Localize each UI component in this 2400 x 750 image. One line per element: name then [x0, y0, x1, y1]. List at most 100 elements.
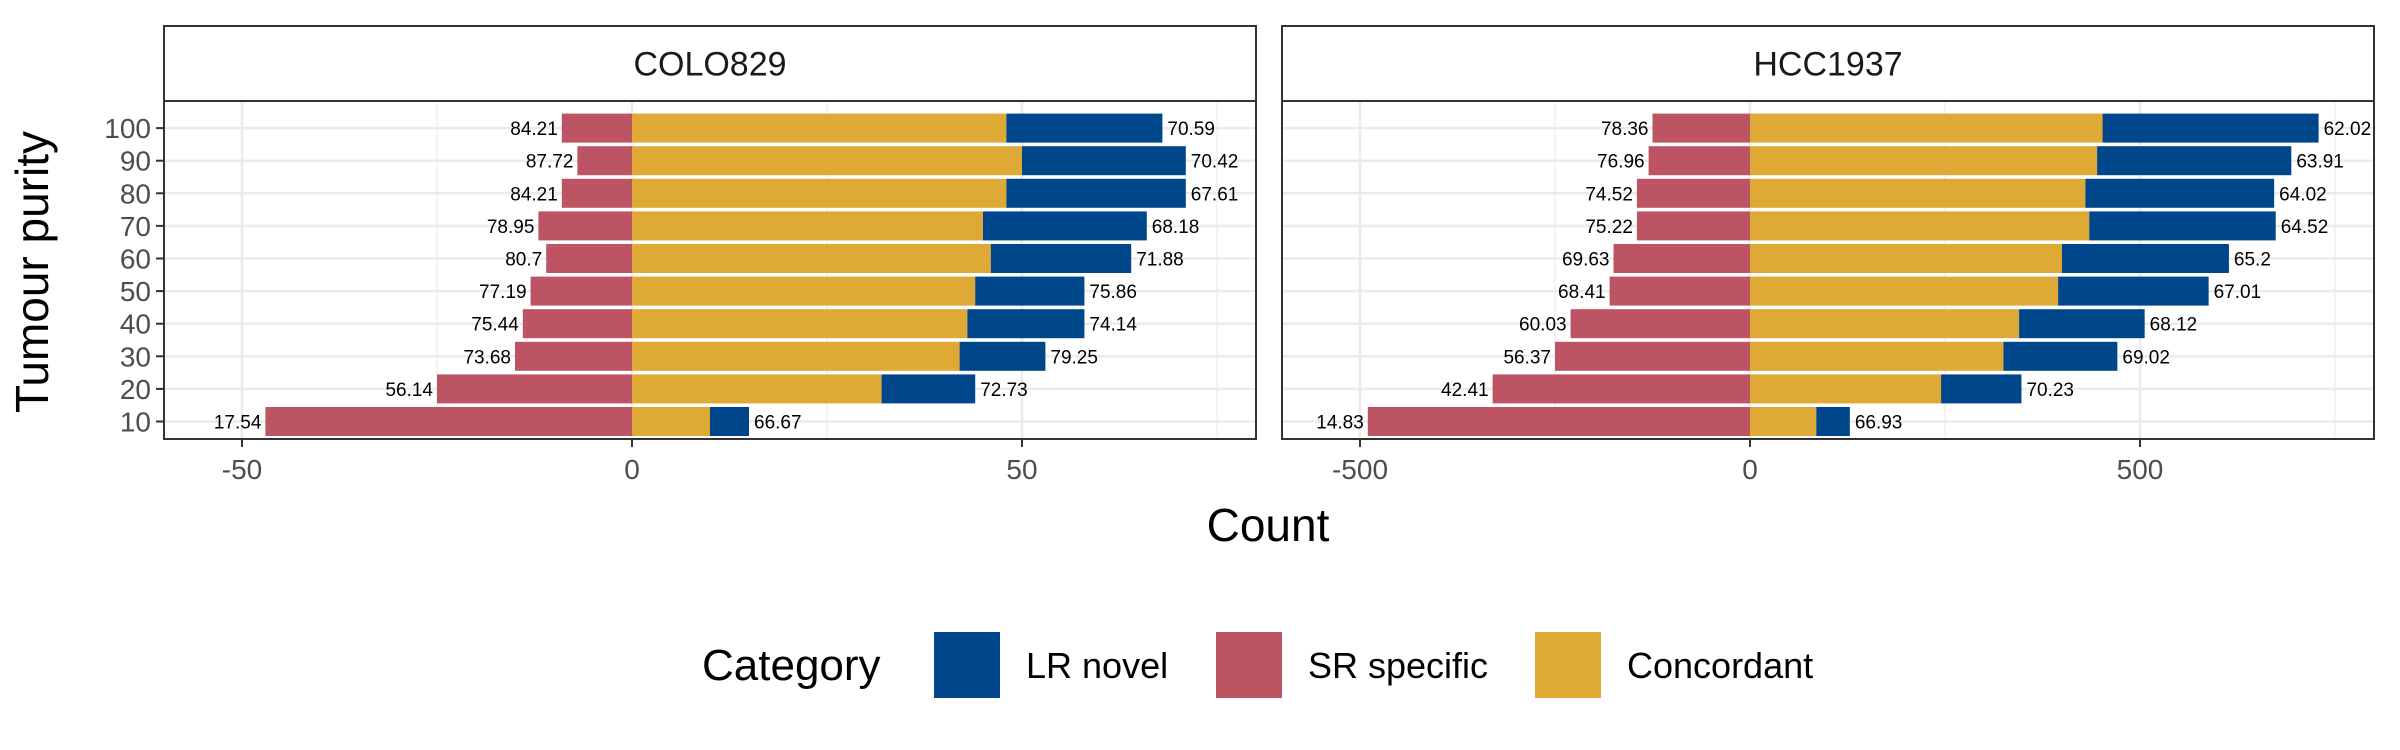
- x-tick-label: 0: [624, 454, 640, 485]
- data-label-right: 75.86: [1089, 282, 1137, 303]
- data-label-right: 66.67: [754, 413, 802, 434]
- y-tick-label: 30: [120, 341, 151, 372]
- y-tick-label: 100: [104, 113, 151, 144]
- bar-sr-specific: [538, 211, 632, 241]
- data-label-left: 56.14: [385, 380, 433, 401]
- bar-sr-specific: [1613, 244, 1750, 273]
- bar-sr-specific: [1555, 341, 1750, 371]
- legend-label: LR novel: [1026, 645, 1168, 686]
- bar-lr-novel: [2003, 341, 2118, 371]
- bar-sr-specific: [437, 374, 632, 404]
- y-tick-label: 80: [120, 178, 151, 209]
- data-label-left: 17.54: [214, 413, 262, 434]
- bar-concordant: [1750, 374, 1942, 404]
- bar-concordant: [632, 113, 1007, 143]
- bar-lr-novel: [967, 309, 1085, 339]
- bar-lr-novel: [959, 341, 1046, 371]
- strip: [1281, 25, 2375, 102]
- data-label-right: 70.59: [1167, 119, 1215, 140]
- data-label-left: 77.19: [479, 282, 527, 303]
- data-label-right: 67.01: [2214, 282, 2262, 303]
- x-tick-label: 50: [1006, 454, 1037, 485]
- y-tick-label: 50: [120, 276, 151, 307]
- bar-sr-specific: [1609, 276, 1750, 306]
- bar-concordant: [1750, 309, 2020, 339]
- data-label-left: 14.83: [1316, 413, 1364, 434]
- data-label-left: 80.7: [505, 250, 542, 271]
- y-tick-label: 10: [120, 407, 151, 438]
- bar-concordant: [632, 178, 1007, 208]
- bar-sr-specific: [577, 146, 632, 176]
- bar-concordant: [1750, 341, 2004, 371]
- data-label-right: 68.18: [1152, 217, 1200, 238]
- bar-lr-novel: [1006, 113, 1163, 143]
- bar-lr-novel: [1816, 407, 1850, 436]
- bar-sr-specific: [1570, 309, 1750, 339]
- bar-concordant: [632, 146, 1022, 176]
- bar-sr-specific: [1636, 211, 1750, 241]
- bar-lr-novel: [983, 211, 1147, 241]
- bar-lr-novel: [2097, 146, 2292, 176]
- data-label-left: 78.95: [487, 217, 535, 238]
- bar-concordant: [632, 374, 882, 404]
- data-label-right: 74.14: [1089, 315, 1137, 336]
- bar-lr-novel: [990, 244, 1132, 273]
- panel-colo829: 17.54 66.67 56.14 72.73 73.68 79.25 75.44 74.14…: [104, 25, 1257, 485]
- bar-concordant: [632, 407, 710, 436]
- data-label-left: 78.36: [1601, 119, 1649, 140]
- bar-lr-novel: [2019, 309, 2145, 339]
- panel-hcc1937: 14.83 66.93 42.41 70.23 56.37 69.02 60.03 68.12…: [1281, 25, 2375, 485]
- y-tick-label: 40: [120, 309, 151, 340]
- bar-concordant: [1750, 211, 2090, 241]
- data-label-right: 70.42: [1191, 152, 1239, 173]
- bar-sr-specific: [1648, 146, 1750, 176]
- y-tick-label: 70: [120, 211, 151, 242]
- bar-concordant: [1750, 113, 2103, 143]
- bar-concordant: [1750, 146, 2098, 176]
- strip: [163, 25, 1257, 102]
- data-label-right: 70.23: [2026, 380, 2074, 401]
- bar-concordant: [1750, 407, 1817, 436]
- bar-concordant: [1750, 276, 2059, 306]
- data-label-right: 68.12: [2150, 315, 2198, 336]
- x-axis-title: Count: [1207, 499, 1330, 551]
- y-tick-label: 60: [120, 244, 151, 275]
- bar-lr-novel: [2085, 178, 2275, 208]
- data-label-left: 68.41: [1558, 282, 1606, 303]
- panels: 17.54 66.67 56.14 72.73 73.68 79.25 75.44 74.14…: [104, 25, 2375, 485]
- legend-key: [934, 632, 1000, 698]
- legend-key: [1535, 632, 1601, 698]
- data-label-left: 60.03: [1519, 315, 1567, 336]
- data-label-left: 75.44: [471, 315, 519, 336]
- bar-sr-specific: [1492, 374, 1750, 404]
- data-label-right: 64.02: [2279, 184, 2327, 205]
- bar-lr-novel: [1006, 178, 1186, 208]
- data-label-right: 62.02: [2324, 119, 2372, 140]
- bar-sr-specific: [1636, 178, 1750, 208]
- data-label-right: 65.2: [2234, 250, 2271, 271]
- strip-label: HCC1937: [1753, 46, 1902, 84]
- data-label-left: 74.52: [1585, 184, 1633, 205]
- x-tick-label: -500: [1332, 454, 1388, 485]
- data-label-left: 87.72: [526, 152, 574, 173]
- data-label-left: 69.63: [1562, 250, 1610, 271]
- data-label-left: 56.37: [1503, 347, 1551, 368]
- bar-concordant: [632, 309, 968, 339]
- legend-key: [1216, 632, 1282, 698]
- bar-lr-novel: [1941, 374, 2022, 404]
- data-label-right: 63.91: [2296, 152, 2344, 173]
- bar-lr-novel: [881, 374, 976, 404]
- bar-lr-novel: [2058, 276, 2209, 306]
- data-label-left: 75.22: [1585, 217, 1633, 238]
- bar-concordant: [1750, 244, 2062, 273]
- bar-sr-specific: [1652, 113, 1750, 143]
- data-label-left: 84.21: [510, 119, 558, 140]
- y-tick-label: 20: [120, 374, 151, 405]
- bar-sr-specific: [530, 276, 632, 306]
- bar-lr-novel: [2089, 211, 2276, 241]
- y-axis-title: Tumour purity: [6, 131, 58, 413]
- legend-label: SR specific: [1308, 645, 1488, 686]
- bar-concordant: [632, 276, 976, 306]
- data-label-right: 64.52: [2281, 217, 2329, 238]
